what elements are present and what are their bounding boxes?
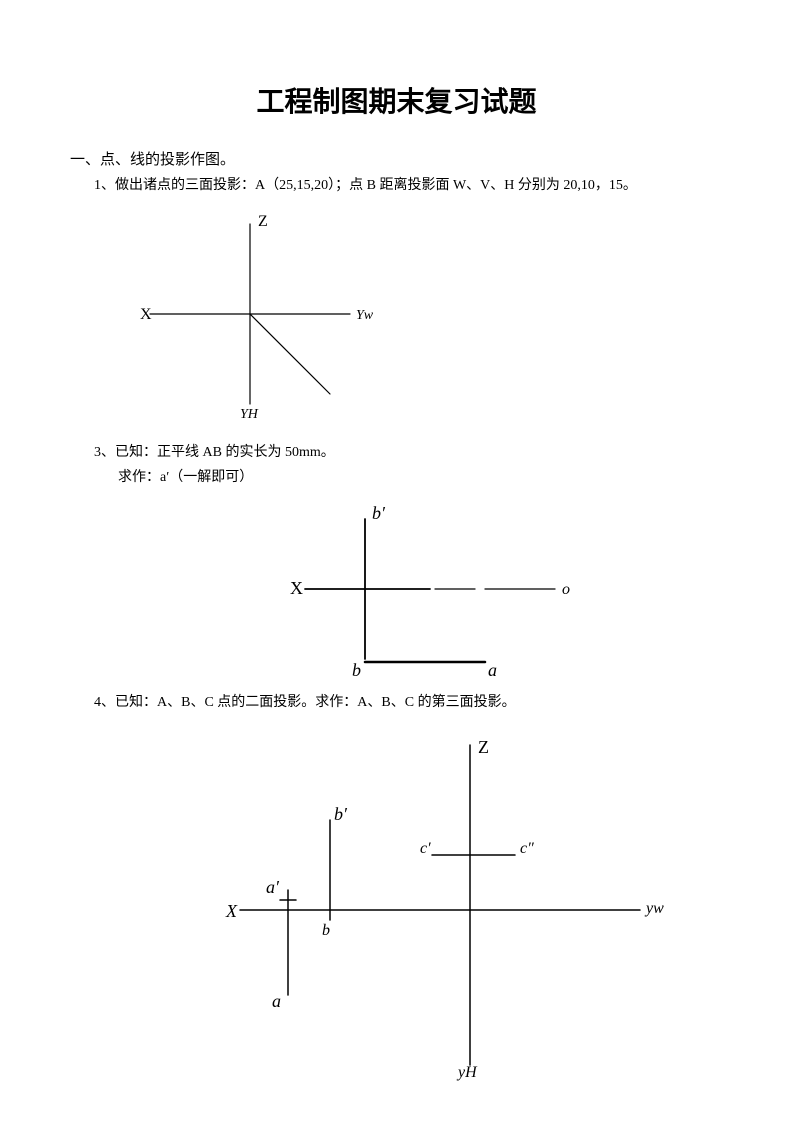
svg-text:YH: YH [240, 407, 259, 422]
svg-text:c″: c″ [520, 840, 534, 857]
figure-3: b′ Xo b a [250, 494, 610, 684]
svg-text:a′: a′ [266, 877, 280, 897]
problem-1-text: 1、做出诸点的三面投影：A（25,15,20）；点 B 距离投影面 W、V、H … [94, 175, 723, 196]
svg-text:yw: yw [644, 900, 664, 917]
section-heading-1: 一、点、线的投影作图。 [70, 148, 723, 169]
svg-text:Yw: Yw [356, 308, 374, 323]
svg-text:X: X [290, 578, 303, 598]
svg-text:o: o [562, 581, 570, 598]
svg-text:a: a [272, 991, 281, 1011]
svg-text:b: b [352, 660, 361, 680]
svg-text:c′: c′ [420, 840, 431, 857]
svg-text:yH: yH [456, 1064, 478, 1081]
svg-text:Z: Z [478, 737, 489, 757]
svg-text:X: X [225, 901, 238, 921]
figure-3-container: b′ Xo b a [250, 494, 723, 684]
figure-4-container: Z Xyw yH b′ b a′ a c′ c″ [170, 725, 723, 1085]
svg-text:a: a [488, 660, 497, 680]
svg-text:b′: b′ [334, 804, 348, 824]
problem-3-line1: 3、已知：正平线 AB 的实长为 50mm。 [94, 442, 723, 463]
problem-4-text: 4、已知：A、B、C 点的二面投影。求作：A、B、C 的第三面投影。 [94, 692, 723, 713]
figure-1-container: Z X Yw YH [110, 204, 723, 424]
svg-text:b: b [322, 922, 330, 939]
svg-text:Z: Z [258, 213, 268, 230]
problem-3-line2: 求作：a′（一解即可） [118, 467, 723, 488]
page-title: 工程制图期末复习试题 [70, 80, 723, 120]
figure-1: Z X Yw YH [110, 204, 390, 424]
svg-text:b′: b′ [372, 503, 386, 523]
figure-4: Z Xyw yH b′ b a′ a c′ c″ [170, 725, 690, 1085]
svg-text:X: X [140, 306, 152, 323]
